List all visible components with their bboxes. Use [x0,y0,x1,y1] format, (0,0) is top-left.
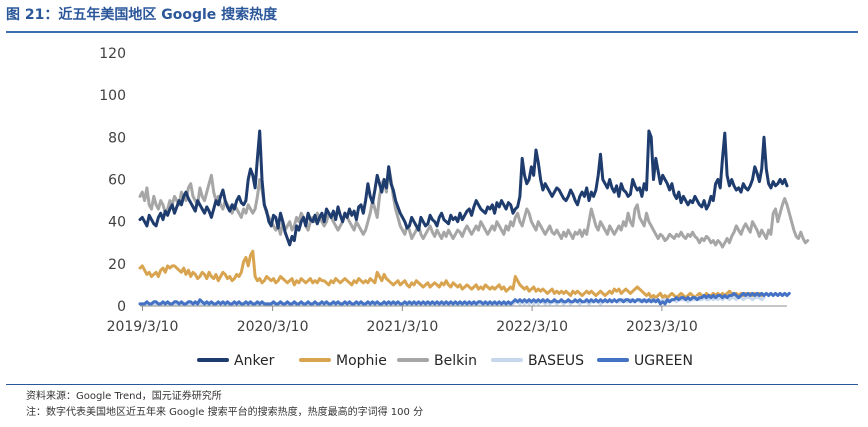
x-axis: 2019/3/10 2020/3/10 2021/3/10 2022/3/10 2023… [107,305,787,335]
y-tick-label: 100 [99,88,126,104]
title-divider [6,31,858,33]
footer-divider [6,384,858,385]
series-line-belkin [138,165,810,249]
legend-label-belkin: Belkin [434,353,477,369]
y-tick-label: 60 [108,173,126,189]
legend: Anker Mophie Belkin BASEUS UGREEN [197,353,693,369]
legend-label-ugreen: UGREEN [634,353,693,369]
series-line-ugreen [138,291,791,306]
legend-label-anker: Anker [234,353,275,369]
y-tick-label: 120 [99,46,126,62]
legend-label-mophie: Mophie [336,353,387,369]
y-axis: 0 20 40 60 80 100 120 [99,46,126,315]
x-tick-label: 2023/3/10 [626,319,698,335]
y-tick-label: 0 [117,299,126,315]
x-tick-label: 2019/3/10 [107,319,179,335]
legend-label-baseus: BASEUS [528,353,584,369]
series-line-anker [138,129,789,247]
chart-title: 图 21：近五年美国地区 Google 搜索热度 [6,7,278,23]
source-note: 资料来源：Google Trend，国元证券研究所 [26,391,222,402]
y-tick-label: 20 [108,257,126,273]
x-tick-label: 2021/3/10 [366,319,438,335]
series-line-mophie [138,249,764,300]
x-tick-label: 2020/3/10 [237,319,309,335]
footnote: 注：数字代表美国地区近五年来 Google 搜索平台的搜索热度，热度最高的字词得… [26,407,424,418]
y-tick-label: 80 [108,130,126,146]
y-tick-label: 40 [108,215,126,231]
series-layer [138,129,810,306]
x-tick-label: 2022/3/10 [496,319,568,335]
